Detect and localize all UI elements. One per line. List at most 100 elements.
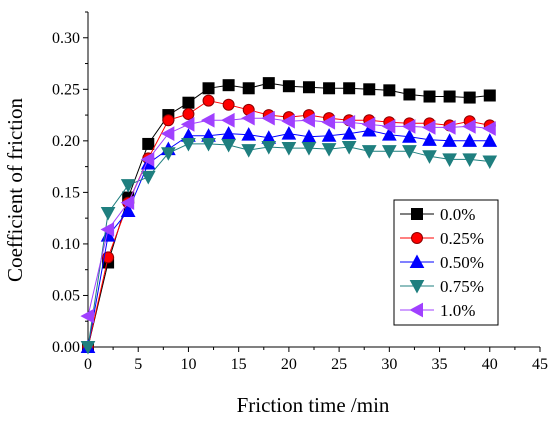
data-point xyxy=(363,83,376,96)
x-axis-title: Friction time /min xyxy=(237,393,390,417)
y-tick-label: 0.10 xyxy=(52,236,80,253)
data-point xyxy=(80,308,94,324)
x-tick-label: 10 xyxy=(180,356,196,373)
data-point xyxy=(221,138,236,153)
legend-label: 0.0% xyxy=(440,205,475,224)
data-point xyxy=(180,117,195,132)
x-tick-label: 15 xyxy=(231,356,247,373)
data-point xyxy=(182,108,195,121)
data-point xyxy=(341,126,357,140)
data-point xyxy=(241,127,257,141)
legend-item: 0.25% xyxy=(400,229,484,248)
series-layer xyxy=(80,77,498,355)
data-point xyxy=(201,137,216,152)
data-point xyxy=(281,126,297,140)
y-tick-label: 0.00 xyxy=(52,339,80,356)
x-tick-label: 5 xyxy=(134,356,142,373)
data-point xyxy=(102,251,115,264)
x-tick-label: 35 xyxy=(432,356,448,373)
data-point xyxy=(381,127,397,141)
data-point xyxy=(120,179,136,193)
data-point xyxy=(181,137,196,152)
data-point xyxy=(282,80,295,93)
x-tick-label: 20 xyxy=(281,356,297,373)
data-point xyxy=(401,119,416,134)
y-tick-label: 0.30 xyxy=(52,30,80,47)
data-point xyxy=(161,147,176,161)
data-point xyxy=(443,90,456,103)
data-point xyxy=(281,113,295,129)
data-point xyxy=(462,119,476,134)
data-point xyxy=(202,82,215,95)
data-point xyxy=(421,120,436,135)
data-point xyxy=(162,114,175,127)
data-point xyxy=(442,133,457,147)
y-tick-label: 0.15 xyxy=(52,184,80,201)
legend-label: 0.25% xyxy=(440,229,484,248)
data-point xyxy=(343,82,356,95)
data-point xyxy=(222,79,235,92)
data-point xyxy=(422,150,437,164)
legend-item: 0.0% xyxy=(400,205,475,224)
data-point xyxy=(261,141,277,155)
data-point xyxy=(381,119,396,134)
y-tick-label: 0.05 xyxy=(52,287,80,304)
data-point xyxy=(120,203,136,217)
data-point xyxy=(80,341,96,355)
data-point xyxy=(261,110,275,126)
data-point xyxy=(402,129,417,143)
data-point xyxy=(182,96,195,109)
data-point xyxy=(403,88,416,101)
legend-item: 0.50% xyxy=(400,253,484,272)
data-point xyxy=(100,222,115,237)
data-point xyxy=(262,77,275,90)
data-point xyxy=(482,121,496,136)
x-tick-label: 25 xyxy=(331,356,347,373)
data-point xyxy=(221,126,236,140)
data-point xyxy=(301,112,315,128)
legend-label: 1.0% xyxy=(440,301,475,320)
legend-marker xyxy=(409,302,423,318)
legend-marker xyxy=(409,254,425,268)
data-point xyxy=(160,126,175,141)
legend-marker xyxy=(411,232,423,244)
data-point xyxy=(361,117,376,132)
data-point xyxy=(120,195,135,211)
data-point xyxy=(100,207,116,221)
series-4 xyxy=(80,110,496,324)
data-point xyxy=(482,133,498,147)
data-point xyxy=(200,112,215,128)
data-point xyxy=(422,132,437,146)
series-3 xyxy=(80,137,498,355)
data-point xyxy=(321,114,336,130)
data-point xyxy=(221,112,235,128)
data-point xyxy=(241,144,257,158)
data-point xyxy=(301,142,317,156)
data-point xyxy=(302,81,315,94)
legend-item: 1.0% xyxy=(400,301,475,320)
x-tick-label: 40 xyxy=(482,356,498,373)
x-tick-label: 30 xyxy=(381,356,397,373)
y-tick-label: 0.20 xyxy=(52,133,80,150)
data-point xyxy=(140,170,156,185)
data-point xyxy=(483,89,496,102)
data-point xyxy=(482,155,498,170)
data-point xyxy=(242,82,255,95)
data-point xyxy=(341,141,357,155)
legend-marker xyxy=(409,280,425,294)
data-point xyxy=(402,145,417,159)
data-point xyxy=(142,137,155,150)
data-point xyxy=(222,98,235,111)
data-point xyxy=(341,114,356,130)
data-point xyxy=(423,90,436,103)
data-point xyxy=(383,84,396,97)
axes: 0.00 0.05 0.10 0.15 0.20 0.25 0.30 0 5 10 15 20 25 30… xyxy=(52,11,548,373)
data-point xyxy=(241,110,255,126)
legend-item: 0.75% xyxy=(400,277,484,296)
y-axis-title: Coefficient of friction xyxy=(3,98,27,282)
x-tick-label: 0 xyxy=(84,356,92,373)
data-point xyxy=(462,133,478,147)
data-point xyxy=(281,142,297,156)
